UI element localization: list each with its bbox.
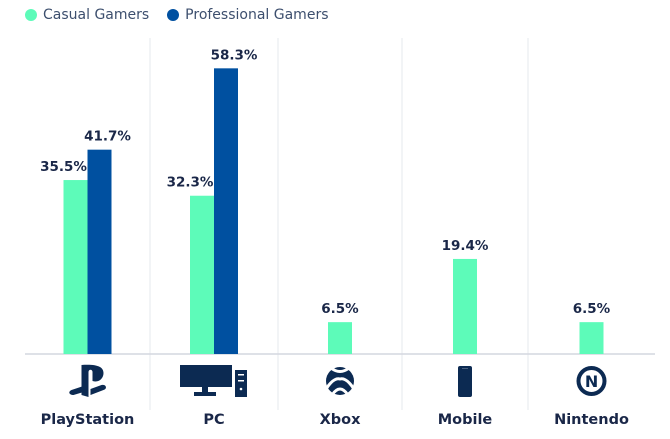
bar-playstation-professional (87, 149, 112, 354)
data-label: 6.5% (573, 301, 611, 317)
bar-pc-casual (190, 195, 214, 354)
bar-xbox-casual (328, 322, 352, 354)
category-label: PlayStation (41, 412, 135, 428)
data-label: 35.5% (40, 159, 87, 175)
legend-swatch (167, 9, 180, 21)
category-label: Xbox (320, 412, 362, 428)
legend-label: Casual Gamers (43, 7, 150, 23)
svg-text:N: N (585, 372, 598, 391)
pc-icon (180, 365, 247, 397)
category-label: PC (203, 412, 224, 428)
legend-label: Professional Gamers (185, 7, 329, 23)
legend-item-professional: Professional Gamers (167, 7, 329, 23)
data-label: 19.4% (442, 238, 489, 254)
category-label: Nintendo (554, 412, 629, 428)
playstation-icon (69, 364, 106, 397)
data-label: 6.5% (321, 301, 359, 317)
bar-pc-professional (214, 68, 238, 354)
data-label: 58.3% (211, 47, 258, 63)
legend: Casual Gamers Professional Gamers (25, 7, 329, 23)
legend-item-casual: Casual Gamers (25, 7, 149, 23)
xbox-icon (324, 366, 356, 396)
mobile-icon (458, 366, 472, 397)
bar-mobile-casual (453, 258, 477, 354)
bar-playstation-casual (63, 180, 88, 354)
legend-swatch (25, 9, 37, 21)
category-label: Mobile (438, 412, 493, 428)
bar-nintendo-casual (579, 322, 604, 354)
data-label: 41.7% (84, 129, 131, 145)
data-label: 32.3% (167, 175, 214, 191)
nintendo-icon: N (576, 366, 607, 396)
